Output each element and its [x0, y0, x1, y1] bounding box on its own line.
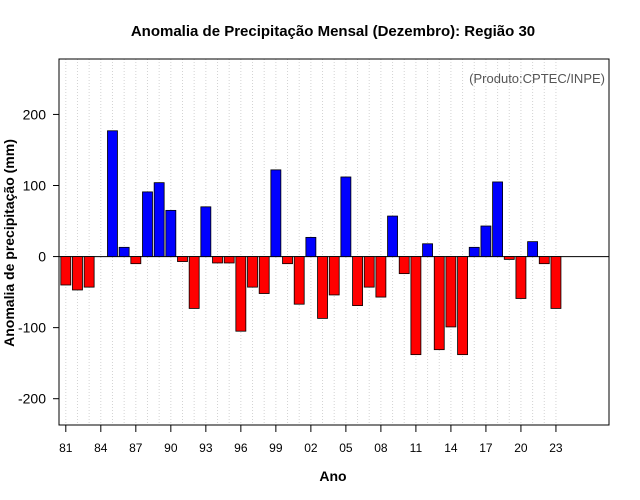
bar-91 — [177, 256, 188, 262]
bar-14 — [445, 256, 457, 328]
bar-88 — [142, 191, 153, 257]
y-tick-label: -200 — [18, 391, 46, 407]
bar-15 — [457, 256, 468, 356]
bar-17 — [480, 225, 492, 257]
bar-98 — [258, 256, 270, 294]
y-axis: -200 -100 0 100 200 — [18, 106, 59, 407]
bar-13 — [433, 256, 445, 351]
x-tick-label: 23 — [549, 441, 563, 455]
bar-09 — [387, 215, 398, 257]
x-tick-label: 93 — [199, 441, 213, 455]
credit-text: (Produto:CPTEC/INPE) — [469, 71, 605, 86]
bar-07 — [363, 256, 375, 288]
bar-19 — [503, 256, 515, 260]
bar-92 — [188, 256, 200, 309]
bar-02 — [305, 236, 317, 257]
bar-11 — [410, 256, 422, 356]
bar-94 — [212, 256, 223, 264]
bar-83 — [83, 256, 95, 288]
bar-03 — [317, 256, 328, 319]
bar-22 — [538, 256, 550, 265]
bar-10 — [398, 256, 410, 275]
bar-89 — [153, 182, 165, 257]
bar-12 — [422, 243, 433, 257]
x-tick-label: 81 — [59, 441, 73, 455]
bar-01 — [293, 256, 305, 305]
bar-87 — [130, 256, 142, 265]
x-tick-label: 08 — [374, 441, 388, 455]
x-tick-label: 96 — [234, 441, 248, 455]
y-tick-label: 0 — [38, 249, 46, 265]
y-tick-label: -100 — [18, 320, 46, 336]
bar-86 — [118, 246, 130, 257]
x-tick-label: 14 — [444, 441, 458, 455]
bar-20 — [515, 256, 527, 299]
chart-title: Anomalia de Precipitação Mensal (Dezembr… — [131, 23, 535, 40]
bar-81 — [60, 256, 72, 286]
bar-82 — [72, 256, 83, 291]
bar-95 — [223, 256, 235, 264]
x-tick-label: 90 — [164, 441, 178, 455]
x-tick-label: 99 — [269, 441, 283, 455]
bar-99 — [270, 169, 282, 257]
x-tick-label: 05 — [339, 441, 353, 455]
bar-04 — [328, 256, 340, 296]
bar-93 — [200, 206, 212, 257]
y-tick-label: 100 — [23, 178, 47, 194]
x-tick-label: 11 — [410, 441, 423, 455]
x-axis-label: Ano — [319, 468, 346, 484]
bars — [60, 130, 562, 356]
bar-00 — [282, 256, 293, 265]
bar-90 — [165, 209, 177, 257]
bar-08 — [375, 256, 387, 298]
x-tick-label: 87 — [129, 441, 143, 455]
plot-frame — [58, 58, 610, 426]
bar-16 — [468, 246, 480, 257]
bar-21 — [527, 241, 538, 257]
x-tick-label: 20 — [514, 441, 528, 455]
bar-23 — [550, 256, 562, 309]
x-tick-label: 17 — [479, 441, 493, 455]
x-axis: 81 84 87 90 93 96 99 02 05 08 11 14 17 20 23 — [59, 425, 563, 455]
bar-96 — [235, 256, 247, 332]
bar-05 — [340, 176, 352, 257]
bar-97 — [247, 256, 258, 288]
x-tick-label: 02 — [304, 441, 318, 455]
bar-18 — [492, 181, 503, 257]
bar-85 — [107, 130, 118, 257]
bar-06 — [352, 256, 363, 307]
x-tick-label: 84 — [94, 441, 108, 455]
y-tick-label: 200 — [23, 106, 47, 122]
y-axis-label: Anomalia de precipitação (mm) — [1, 139, 17, 347]
